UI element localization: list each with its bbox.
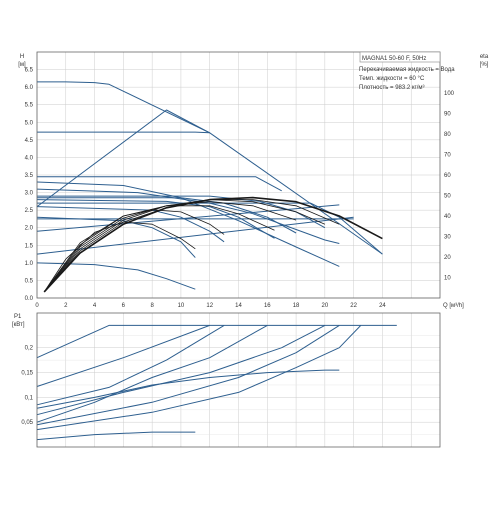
pressure-curve-7 bbox=[36, 109, 210, 208]
top-plot-grid bbox=[36, 52, 440, 299]
y-tick-label: 0.5 bbox=[25, 278, 34, 284]
top-plot-series bbox=[36, 81, 383, 293]
y-axis-unit-bottom: [кВт] bbox=[12, 322, 25, 328]
x-tick-label: 8 bbox=[150, 303, 154, 309]
x-tick-label: 0 bbox=[35, 303, 39, 309]
pressure-curve-6 bbox=[36, 216, 354, 255]
power-curve-3 bbox=[36, 324, 268, 423]
pressure-curve-2 bbox=[37, 176, 282, 192]
pressure-curve-10 bbox=[36, 262, 196, 290]
y-tick-label: 3.5 bbox=[25, 173, 34, 179]
y-tick-label: 1.5 bbox=[25, 243, 34, 249]
y2-axis-unit: [%] bbox=[480, 62, 489, 68]
power-curve-7 bbox=[36, 325, 362, 431]
y-tick-label: 1.0 bbox=[25, 261, 34, 267]
power-curve-6 bbox=[36, 324, 340, 426]
info-box-title-frame bbox=[359, 51, 441, 63]
efficiency-curve-20 bbox=[43, 205, 275, 293]
x-tick-label: 6 bbox=[122, 303, 126, 309]
y-axis-label-top: H bbox=[20, 54, 24, 60]
bottom-y-tick-label: 0,2 bbox=[25, 346, 34, 352]
bottom-plot-frame bbox=[36, 312, 441, 448]
x-tick-label: 2 bbox=[64, 303, 68, 309]
top-plot-frame bbox=[36, 51, 441, 299]
y-tick-label: 4.5 bbox=[25, 138, 34, 144]
power-curve-0 bbox=[36, 324, 397, 359]
x-tick-label: 4 bbox=[93, 303, 97, 309]
y-tick-label: 4.0 bbox=[25, 155, 34, 161]
bottom-y-tick-label: 0,05 bbox=[21, 420, 33, 426]
y-tick-label: 2.0 bbox=[25, 226, 34, 232]
y2-tick-label: 80 bbox=[444, 132, 451, 138]
y-tick-label: 5.0 bbox=[25, 120, 34, 126]
power-curve-1 bbox=[36, 324, 210, 387]
pressure-curve-0 bbox=[37, 81, 383, 255]
pressure-curve-15 bbox=[36, 216, 196, 258]
power-curve-2 bbox=[36, 324, 225, 406]
y-tick-label: 6.5 bbox=[25, 68, 34, 74]
y2-tick-label: 50 bbox=[444, 194, 451, 200]
y2-tick-label: 100 bbox=[444, 91, 455, 97]
x-tick-label: 10 bbox=[178, 303, 185, 309]
bottom-plot-ticks: 0,05 0,1 0,15 0,2 bbox=[21, 346, 33, 426]
efficiency-curve-22 bbox=[43, 221, 196, 293]
info-box-line-1: Перекачиваемая жидкость = Вода bbox=[359, 67, 455, 73]
y2-tick-label: 40 bbox=[444, 214, 451, 220]
x-tick-label: 18 bbox=[293, 303, 300, 309]
y2-tick-label: 70 bbox=[444, 153, 451, 159]
pressure-curve-8 bbox=[36, 181, 340, 267]
pressure-curve-13 bbox=[36, 199, 275, 239]
y2-tick-label: 20 bbox=[444, 255, 451, 261]
efficiency-curve-17 bbox=[43, 199, 340, 293]
efficiency-curve-21 bbox=[43, 209, 225, 293]
y2-tick-label: 60 bbox=[444, 173, 451, 179]
pressure-curve-5 bbox=[36, 204, 340, 232]
power-curve-5 bbox=[36, 324, 326, 416]
bottom-y-tick-label: 0,1 bbox=[25, 395, 34, 401]
y2-tick-label: 10 bbox=[444, 276, 451, 282]
pressure-curve-9 bbox=[36, 188, 340, 244]
y2-axis-label: eta bbox=[480, 54, 489, 60]
bottom-plot-grid bbox=[36, 313, 440, 447]
pressure-curve-1 bbox=[37, 131, 210, 134]
info-box-title: MAGNA1 50-60 F, 50Hz bbox=[362, 56, 426, 62]
pressure-curve-3 bbox=[37, 202, 383, 255]
bottom-plot-series bbox=[36, 324, 397, 441]
x-tick-label: 12 bbox=[206, 303, 213, 309]
power-curve-8 bbox=[36, 431, 196, 441]
info-box: MAGNA1 50-60 F, 50Hz Перекачиваемая жидк… bbox=[359, 51, 455, 91]
top-plot-ticks: 0 2 4 6 8 10 12 14 16 18 20 22 240.00.51.01.52.02.53… bbox=[25, 68, 455, 309]
y-tick-label: 0.0 bbox=[25, 296, 34, 302]
efficiency-curve-18 bbox=[43, 199, 326, 293]
efficiency-curve-16 bbox=[43, 196, 383, 293]
y2-tick-label: 90 bbox=[444, 112, 451, 118]
y-axis-label-bottom: P1 bbox=[14, 314, 22, 320]
x-axis-label: Q [м³/h] bbox=[443, 303, 464, 309]
bottom-y-tick-label: 0,15 bbox=[21, 371, 33, 377]
y-tick-label: 5.5 bbox=[25, 103, 34, 109]
x-tick-label: 24 bbox=[379, 303, 386, 309]
y2-tick-label: 30 bbox=[444, 235, 451, 241]
info-box-line-3: Плотность = 983.2 кг/м³ bbox=[359, 85, 424, 91]
y-tick-label: 6.0 bbox=[25, 85, 34, 91]
x-tick-label: 14 bbox=[235, 303, 242, 309]
x-tick-label: 16 bbox=[264, 303, 271, 309]
pressure-curve-14 bbox=[36, 206, 225, 243]
power-curve-4 bbox=[36, 369, 340, 409]
x-tick-label: 20 bbox=[322, 303, 329, 309]
x-tick-label: 22 bbox=[350, 303, 357, 309]
y-tick-label: 2.5 bbox=[25, 208, 34, 214]
info-box-line-2: Темп. жидкости = 60 °C bbox=[359, 76, 425, 82]
y-axis-unit-top: [м] bbox=[18, 62, 26, 68]
y-tick-label: 3.0 bbox=[25, 191, 34, 197]
pressure-curve-11 bbox=[37, 195, 326, 229]
